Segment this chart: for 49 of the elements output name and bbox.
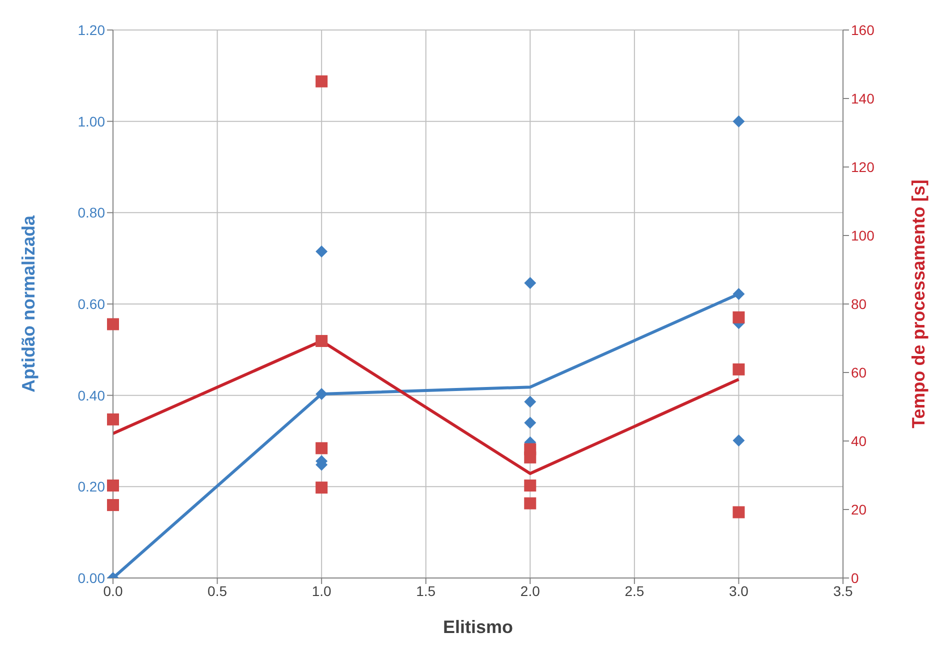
- y-tick-label: 0.80: [78, 204, 106, 221]
- y-tick-label: 0.40: [78, 387, 106, 404]
- y2-tick-label: 100: [851, 227, 875, 244]
- x-tick-label: 3.0: [728, 582, 749, 599]
- point: [732, 288, 745, 300]
- point: [107, 480, 119, 492]
- point: [316, 388, 328, 400]
- x-tick-label: 2.0: [520, 582, 540, 599]
- y2-tick-label: 160: [851, 22, 875, 38]
- y2-axis-title: Tempo de processamento [s]: [908, 180, 928, 428]
- y-tick-label: 0.00: [78, 570, 106, 586]
- y2-tick-label: 60: [851, 364, 867, 380]
- x-tick-label: 1.5: [416, 582, 436, 599]
- point: [316, 245, 328, 258]
- x-axis-title: Elitismo: [442, 617, 514, 637]
- point: [732, 115, 745, 128]
- y2-tick-label: 80: [851, 296, 867, 312]
- y-tick-label: 0.60: [78, 296, 106, 312]
- point: [524, 480, 536, 492]
- x-tick-label: 3.5: [833, 582, 853, 599]
- y2-tick-label: 120: [851, 158, 875, 175]
- y-tick-label: 1.20: [78, 22, 106, 38]
- y2-tick-label: 140: [851, 90, 875, 106]
- point: [524, 276, 536, 289]
- point: [524, 396, 536, 408]
- point: [524, 416, 536, 429]
- y-axis-title: Aptidão normalizada: [18, 214, 38, 393]
- point: [524, 497, 536, 510]
- y-tick-label: 0.20: [78, 478, 106, 495]
- point: [316, 482, 328, 494]
- point: [732, 311, 745, 324]
- point: [107, 413, 119, 426]
- point: [107, 318, 119, 330]
- point: [732, 506, 745, 518]
- point: [524, 451, 536, 464]
- x-tick-label: 0.0: [103, 582, 123, 599]
- y2-tick-label: 40: [851, 432, 867, 449]
- y-tick-label: 1.00: [78, 113, 106, 130]
- point: [107, 499, 119, 512]
- x-tick-label: 2.5: [624, 582, 644, 599]
- y2-tick-label: 20: [851, 501, 867, 518]
- y2-tick-label: 0: [851, 570, 859, 586]
- point: [316, 334, 328, 347]
- x-tick-label: 0.5: [208, 582, 228, 599]
- x-tick-label: 1.0: [312, 582, 332, 599]
- point: [316, 75, 328, 88]
- point: [732, 434, 745, 447]
- point: [316, 442, 328, 454]
- point: [732, 363, 745, 376]
